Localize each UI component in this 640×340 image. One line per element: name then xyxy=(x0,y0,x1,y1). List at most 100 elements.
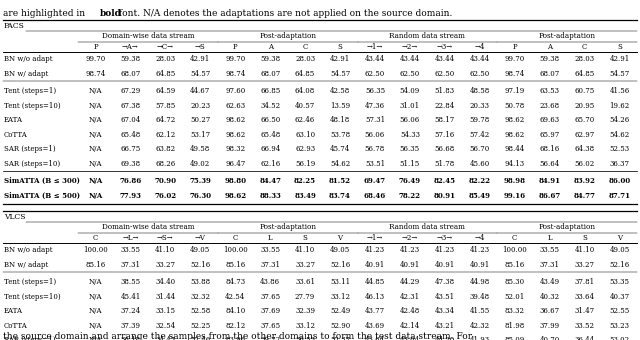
Text: 56.68: 56.68 xyxy=(435,145,455,153)
Text: 20.33: 20.33 xyxy=(470,102,490,109)
Text: 56.35: 56.35 xyxy=(400,145,420,153)
Text: →3→: →3→ xyxy=(436,43,453,51)
Text: 53.35: 53.35 xyxy=(609,278,630,286)
Text: Domain-wise data stream: Domain-wise data stream xyxy=(102,223,194,232)
Text: 44.20: 44.20 xyxy=(435,336,455,340)
Text: 87.71: 87.71 xyxy=(609,191,630,200)
Text: 77.93: 77.93 xyxy=(120,191,141,200)
Text: 85.49: 85.49 xyxy=(468,191,491,200)
Text: 86.67: 86.67 xyxy=(538,191,561,200)
Text: 51.15: 51.15 xyxy=(400,159,420,168)
Text: 52.55: 52.55 xyxy=(609,307,630,315)
Text: 31.01: 31.01 xyxy=(400,102,420,109)
Text: 50.78: 50.78 xyxy=(504,102,525,109)
Text: 69.38: 69.38 xyxy=(120,159,140,168)
Text: 84.77: 84.77 xyxy=(573,191,596,200)
Text: 33.55: 33.55 xyxy=(260,246,280,254)
Text: 37.65: 37.65 xyxy=(260,322,280,329)
Text: N/A: N/A xyxy=(89,102,102,109)
Text: 62.50: 62.50 xyxy=(365,70,385,78)
Text: 56.64: 56.64 xyxy=(540,159,560,168)
Text: 28.03: 28.03 xyxy=(575,55,595,63)
Text: 45.41: 45.41 xyxy=(120,292,141,301)
Text: 85.16: 85.16 xyxy=(225,260,245,269)
Text: →4: →4 xyxy=(475,234,485,242)
Text: Post-adaptation: Post-adaptation xyxy=(259,32,316,40)
Text: 82.45: 82.45 xyxy=(434,177,456,185)
Text: Tent (steps=1): Tent (steps=1) xyxy=(4,87,56,95)
Text: 43.49: 43.49 xyxy=(540,278,560,286)
Text: Post-adaptation: Post-adaptation xyxy=(539,32,596,40)
Text: →3→: →3→ xyxy=(436,234,453,242)
Text: L: L xyxy=(268,234,273,242)
Text: 70.90: 70.90 xyxy=(154,177,177,185)
Text: 36.37: 36.37 xyxy=(609,159,630,168)
Text: 52.25: 52.25 xyxy=(190,322,211,329)
Text: 43.21: 43.21 xyxy=(435,322,455,329)
Text: 84.10: 84.10 xyxy=(225,307,245,315)
Text: 41.10: 41.10 xyxy=(295,246,316,254)
Text: 52.16: 52.16 xyxy=(330,260,350,269)
Text: 98.62: 98.62 xyxy=(225,116,245,124)
Text: EATA: EATA xyxy=(4,116,23,124)
Text: 19.62: 19.62 xyxy=(609,102,630,109)
Text: 99.70: 99.70 xyxy=(504,55,525,63)
Text: 33.55: 33.55 xyxy=(540,246,559,254)
Text: 42.54: 42.54 xyxy=(225,292,245,301)
Text: 41.10: 41.10 xyxy=(156,246,175,254)
Text: 52.46: 52.46 xyxy=(190,336,211,340)
Text: the source domain and arrange the samples from the other domains to form the tes: the source domain and arrange the sample… xyxy=(3,332,472,340)
Text: 76.30: 76.30 xyxy=(189,191,211,200)
Text: 76.86: 76.86 xyxy=(119,177,141,185)
Text: 33.15: 33.15 xyxy=(156,307,175,315)
Text: 42.32: 42.32 xyxy=(470,322,490,329)
Text: 64.85: 64.85 xyxy=(156,70,175,78)
Text: 85.09: 85.09 xyxy=(504,336,525,340)
Text: 33.61: 33.61 xyxy=(295,278,315,286)
Text: 59.38: 59.38 xyxy=(120,55,140,63)
Text: 94.13: 94.13 xyxy=(505,159,525,168)
Text: 42.91: 42.91 xyxy=(330,55,350,63)
Text: 68.16: 68.16 xyxy=(540,145,560,153)
Text: 100.00: 100.00 xyxy=(502,246,527,254)
Text: 56.02: 56.02 xyxy=(575,159,595,168)
Text: N/A: N/A xyxy=(89,322,102,329)
Text: 38.55: 38.55 xyxy=(120,278,140,286)
Text: 100.00: 100.00 xyxy=(83,246,108,254)
Text: 36.53: 36.53 xyxy=(295,336,315,340)
Text: 98.74: 98.74 xyxy=(504,70,525,78)
Text: SAR (steps=1): SAR (steps=1) xyxy=(4,336,56,340)
Text: 53.88: 53.88 xyxy=(190,278,211,286)
Text: 98.62: 98.62 xyxy=(225,131,245,138)
Text: 42.14: 42.14 xyxy=(400,322,420,329)
Text: N/A: N/A xyxy=(89,307,102,315)
Text: →S→: →S→ xyxy=(157,234,173,242)
Text: 57.16: 57.16 xyxy=(435,131,455,138)
Text: 42.58: 42.58 xyxy=(330,87,350,95)
Text: 98.32: 98.32 xyxy=(225,145,245,153)
Text: 53.17: 53.17 xyxy=(190,131,211,138)
Text: 41.23: 41.23 xyxy=(365,246,385,254)
Text: 82.12: 82.12 xyxy=(225,322,245,329)
Text: 81.52: 81.52 xyxy=(329,177,351,185)
Text: 85.16: 85.16 xyxy=(85,260,106,269)
Text: 83.92: 83.92 xyxy=(573,177,596,185)
Text: 40.91: 40.91 xyxy=(365,260,385,269)
Text: 63.10: 63.10 xyxy=(295,131,315,138)
Text: 62.63: 62.63 xyxy=(225,102,245,109)
Text: 53.02: 53.02 xyxy=(609,336,630,340)
Text: S: S xyxy=(582,234,587,242)
Text: 97.60: 97.60 xyxy=(225,87,245,95)
Text: 99.70: 99.70 xyxy=(85,55,106,63)
Text: 58.17: 58.17 xyxy=(435,116,455,124)
Text: 63.82: 63.82 xyxy=(156,145,175,153)
Text: VLCS: VLCS xyxy=(4,213,26,221)
Text: →1→: →1→ xyxy=(367,43,383,51)
Text: 62.16: 62.16 xyxy=(260,159,280,168)
Text: 52.53: 52.53 xyxy=(609,145,630,153)
Text: V: V xyxy=(617,234,622,242)
Text: 85.30: 85.30 xyxy=(505,278,525,286)
Text: 52.16: 52.16 xyxy=(609,260,630,269)
Text: 20.95: 20.95 xyxy=(575,102,595,109)
Text: 42.31: 42.31 xyxy=(400,292,420,301)
